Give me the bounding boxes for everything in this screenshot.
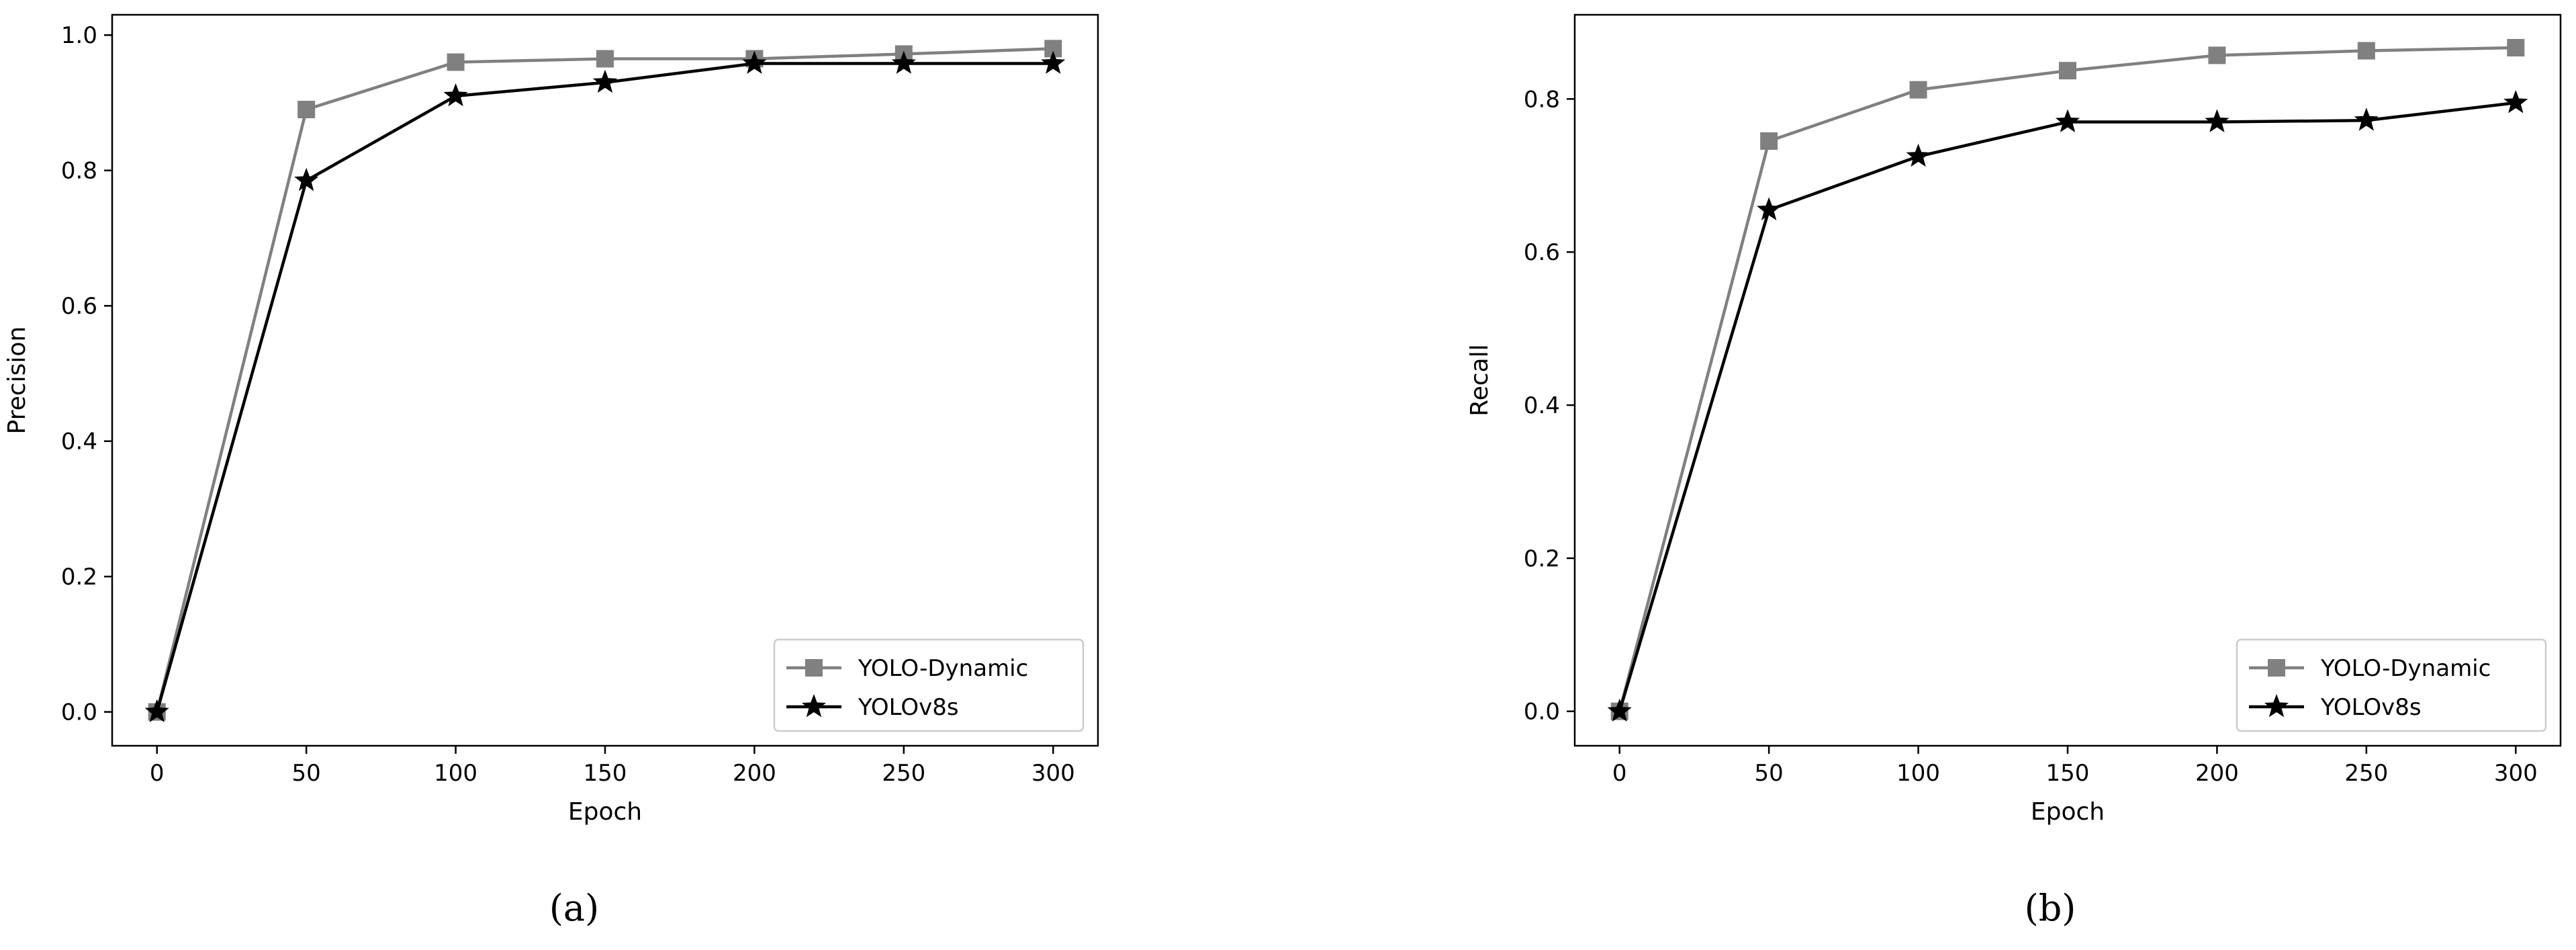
legend-label: YOLOv8s — [2320, 694, 2422, 721]
y-tick-label: 0.8 — [1524, 86, 1560, 113]
data-point — [891, 50, 916, 74]
legend-item: YOLOv8s — [2249, 694, 2422, 721]
data-point — [1041, 50, 1066, 74]
axes-frame — [111, 13, 1099, 747]
series-yolov8s — [144, 50, 1066, 722]
data-point — [447, 53, 465, 71]
y-tick-label: 0.6 — [1524, 239, 1560, 266]
data-point — [2205, 109, 2229, 132]
y-tick-label: 1.0 — [61, 22, 97, 49]
data-point — [297, 101, 316, 119]
panel-label: (a) — [549, 887, 599, 929]
series-line — [155, 47, 1054, 713]
y-tick-label: 0.8 — [61, 158, 97, 185]
data-point — [1607, 698, 1632, 722]
legend-item: YOLO-Dynamic — [786, 655, 1028, 682]
data-point — [1909, 81, 1927, 99]
data-point — [1757, 197, 1782, 220]
legend-marker — [805, 659, 823, 677]
legend-label: YOLOv8s — [858, 694, 959, 721]
data-point — [2055, 109, 2080, 132]
series-yolo-dynamic — [148, 40, 1062, 721]
data-point — [596, 50, 614, 68]
data-point — [2507, 38, 2525, 56]
data-point — [294, 167, 319, 191]
x-tick-label: 250 — [2344, 760, 2388, 787]
data-point — [2503, 90, 2528, 114]
data-point — [592, 69, 618, 93]
x-tick-label: 150 — [584, 760, 627, 787]
x-tick-label: 50 — [1755, 760, 1784, 787]
y-tick-label: 0.0 — [1524, 699, 1560, 726]
data-point — [2354, 107, 2379, 131]
x-axis-label: Epoch — [568, 798, 642, 826]
x-axis-label: Epoch — [2031, 798, 2105, 826]
x-tick-label: 100 — [434, 760, 477, 787]
data-point — [742, 50, 767, 74]
data-point — [1760, 132, 1778, 150]
x-tick-label: 200 — [733, 760, 776, 787]
legend-box — [773, 638, 1085, 732]
chart-panel-1: 0 50 100 150 200 250 300 0.0 0.2 0.4 0.6 0.8 1.0 Epoc… — [3, 13, 1099, 929]
x-tick-label: 300 — [2494, 760, 2538, 787]
legend-box — [2236, 638, 2547, 732]
data-point — [2208, 46, 2226, 64]
data-point — [144, 699, 169, 722]
y-tick-label: 0.2 — [1524, 546, 1560, 572]
panel-label: (b) — [2025, 887, 2076, 929]
x-tick-label: 100 — [1896, 760, 1940, 787]
legend-item: YOLOv8s — [786, 694, 959, 721]
legend-label: YOLO-Dynamic — [858, 655, 1028, 682]
series-yolov8s — [1607, 90, 2528, 722]
legend-marker — [801, 694, 827, 718]
x-tick-label: 300 — [1031, 760, 1075, 787]
data-point — [2357, 42, 2375, 60]
y-tick-label: 0.2 — [61, 564, 97, 591]
legend-item: YOLO-Dynamic — [2249, 655, 2491, 682]
legend-marker — [2268, 659, 2285, 677]
series-line — [1618, 46, 2516, 712]
data-point — [443, 83, 468, 107]
data-point — [2059, 62, 2076, 80]
x-tick-label: 200 — [2195, 760, 2239, 787]
x-tick-label: 250 — [882, 760, 925, 787]
series-yolo-dynamic — [1610, 38, 2525, 720]
legend-marker — [2264, 694, 2289, 718]
x-tick-label: 50 — [292, 760, 321, 787]
y-tick-label: 0.4 — [61, 429, 97, 456]
y-tick-label: 0.4 — [1524, 392, 1560, 419]
y-tick-label: 0.0 — [61, 699, 97, 726]
x-tick-label: 150 — [2046, 760, 2090, 787]
x-tick-label: 0 — [150, 760, 165, 787]
x-tick-label: 0 — [1612, 760, 1627, 787]
data-point — [1906, 143, 1931, 167]
legend-label: YOLO-Dynamic — [2320, 655, 2491, 682]
series-line — [155, 62, 1054, 713]
legend: YOLO-Dynamic YOLOv8s — [2236, 638, 2547, 732]
y-axis-label: Recall — [1466, 344, 1493, 416]
chart-panel-2: 0 50 100 150 200 250 300 0.0 0.2 0.4 0.6 0.8 Epoch Re… — [1466, 13, 2562, 929]
y-tick-label: 0.6 — [61, 293, 97, 320]
y-axis-label: Precision — [3, 327, 31, 435]
legend: YOLO-Dynamic YOLOv8s — [773, 638, 1085, 732]
